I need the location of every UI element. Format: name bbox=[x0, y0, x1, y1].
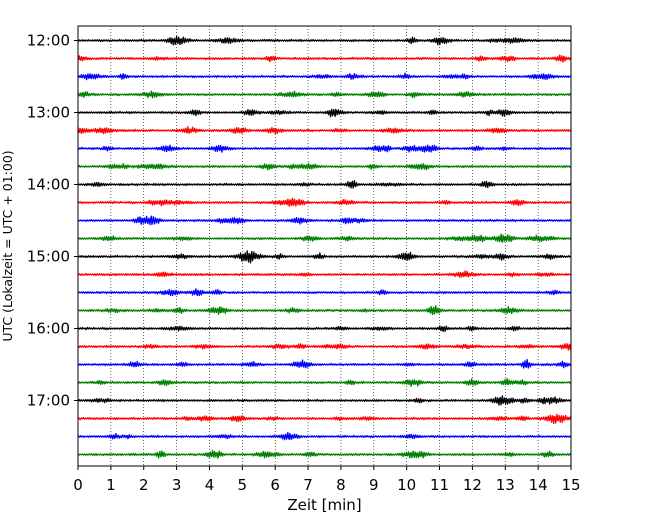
plot-frame bbox=[77, 25, 572, 467]
x-tick-label: 0 bbox=[73, 476, 83, 494]
x-tick-label: 12 bbox=[463, 476, 482, 494]
trace-line bbox=[77, 270, 572, 278]
x-axis-label: Zeit [min] bbox=[287, 496, 361, 514]
x-tick-label: 10 bbox=[397, 476, 416, 494]
trace-line bbox=[77, 377, 572, 387]
x-tick-label: 7 bbox=[303, 476, 313, 494]
x-tick-label: 5 bbox=[238, 476, 248, 494]
y-tick-label: 12:00 bbox=[27, 32, 70, 50]
x-tick-label: 13 bbox=[496, 476, 515, 494]
x-tick-label: 15 bbox=[561, 476, 580, 494]
trace-line bbox=[77, 144, 572, 153]
trace-line bbox=[77, 343, 572, 351]
y-axis-label: UTC (Lokalzeit = UTC + 01:00) bbox=[0, 150, 15, 341]
trace-line bbox=[77, 250, 572, 264]
trace-line bbox=[77, 197, 572, 207]
trace-line bbox=[77, 431, 572, 441]
x-axis-ticks: 0 1 2 3 4 5 6 7 8 9 10 11 12 13 14 15 bbox=[73, 466, 581, 494]
y-axis-ticks: 12:00 13:00 14:00 15:00 16:00 17:00 bbox=[27, 32, 78, 410]
x-tick-label: 9 bbox=[369, 476, 379, 494]
x-tick-label: 4 bbox=[205, 476, 215, 494]
trace-line bbox=[77, 54, 572, 63]
x-tick-label: 1 bbox=[106, 476, 116, 494]
x-tick-label: 14 bbox=[529, 476, 548, 494]
y-tick-label: 15:00 bbox=[27, 248, 70, 266]
y-tick-label: 13:00 bbox=[27, 104, 70, 122]
trace-line bbox=[77, 358, 572, 369]
y-tick-label: 17:00 bbox=[27, 392, 70, 410]
x-tick-label: 3 bbox=[172, 476, 182, 494]
trace-line bbox=[77, 35, 572, 46]
trace-line bbox=[77, 449, 572, 459]
trace-line bbox=[77, 395, 572, 406]
x-tick-label: 6 bbox=[270, 476, 280, 494]
y-tick-label: 14:00 bbox=[27, 176, 70, 194]
x-tick-label: 8 bbox=[336, 476, 346, 494]
x-tick-label: 11 bbox=[430, 476, 449, 494]
y-tick-label: 16:00 bbox=[27, 320, 70, 338]
trace-line bbox=[77, 72, 572, 81]
trace-line bbox=[77, 305, 572, 316]
trace-line bbox=[77, 325, 572, 333]
trace-line bbox=[77, 215, 572, 226]
trace-line bbox=[77, 179, 572, 189]
trace-line bbox=[77, 90, 572, 99]
trace-line bbox=[77, 233, 572, 243]
trace-line bbox=[77, 288, 572, 297]
trace-line bbox=[77, 126, 572, 135]
trace-series bbox=[77, 35, 572, 459]
trace-line bbox=[77, 162, 572, 171]
trace-line bbox=[77, 413, 572, 425]
trace-line bbox=[77, 108, 572, 118]
x-tick-label: 2 bbox=[139, 476, 149, 494]
grid-lines bbox=[110, 26, 539, 466]
